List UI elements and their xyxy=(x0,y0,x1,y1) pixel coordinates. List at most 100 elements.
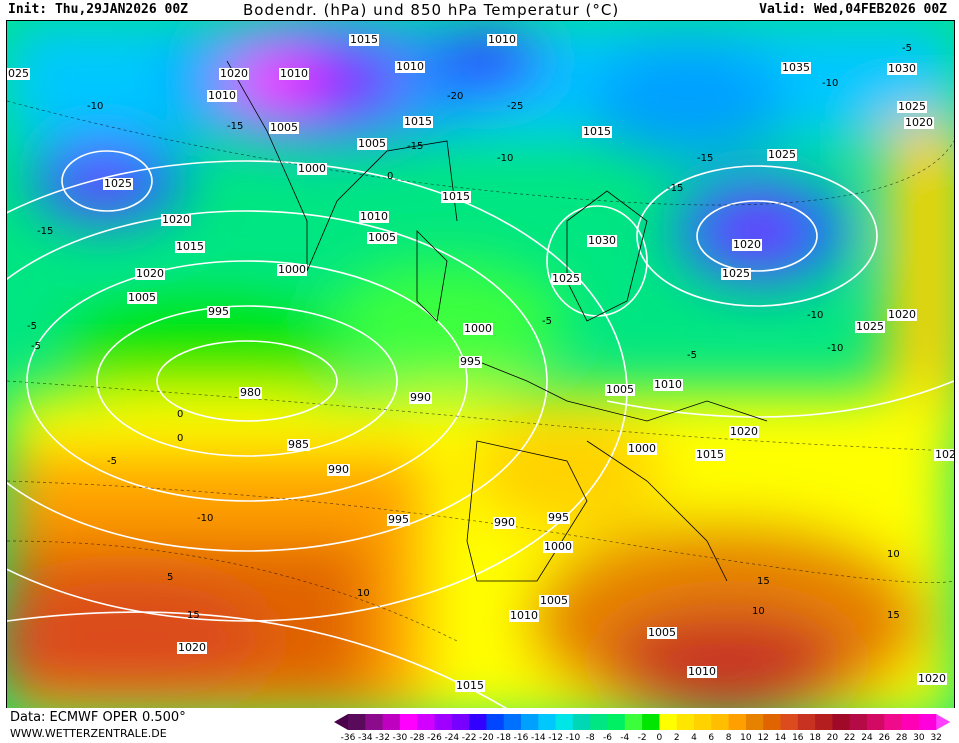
legend-tick-label: -30 xyxy=(392,733,408,743)
temperature-label: 0 xyxy=(177,433,184,444)
legend-swatch xyxy=(676,714,695,730)
legend-swatch xyxy=(832,714,851,730)
legend-tick-label: 24 xyxy=(861,733,873,743)
init-time: Init: Thu,29JAN2026 00Z xyxy=(8,2,189,17)
isobar-label: 1025 xyxy=(551,272,581,285)
legend-swatch xyxy=(555,714,574,730)
isobar-label: 1020 xyxy=(732,238,762,251)
legend-tick-label: 12 xyxy=(757,733,769,743)
temperature-label: 0 xyxy=(177,409,184,420)
legend-swatch xyxy=(382,714,401,730)
legend-tick-label: -2 xyxy=(637,733,647,743)
legend-swatch xyxy=(728,714,747,730)
isobar-label: 995 xyxy=(547,511,570,524)
temperature-field xyxy=(7,21,954,709)
legend-tick-label: -22 xyxy=(461,733,477,743)
temperature-label: -15 xyxy=(697,153,714,164)
isobar-label: 1000 xyxy=(297,162,327,175)
legend-swatch xyxy=(417,714,435,730)
isobar-label: 995 xyxy=(459,355,482,368)
legend-tick-label: 8 xyxy=(725,733,732,743)
isobar-label: 1030 xyxy=(587,234,617,247)
isobar-label: 1005 xyxy=(127,291,157,304)
temperature-label: -10 xyxy=(497,153,514,164)
legend-swatch xyxy=(849,714,868,730)
isobar-label: 1020 xyxy=(135,267,165,280)
legend-tick-label: 20 xyxy=(826,733,839,743)
isobar-label: 102 xyxy=(934,448,955,461)
temperature-isolines xyxy=(7,100,954,642)
isobar-label: 1010 xyxy=(487,33,517,46)
isobar-label: 1015 xyxy=(455,679,485,692)
temperature-label: -20 xyxy=(447,91,464,102)
temperature-label: -15 xyxy=(667,183,684,194)
legend-swatch xyxy=(538,714,557,730)
isobar-label: 985 xyxy=(287,438,310,451)
temperature-label: -10 xyxy=(87,101,104,112)
legend-swatch xyxy=(624,714,643,730)
legend-swatch xyxy=(780,714,799,730)
isobar-label: 995 xyxy=(387,513,410,526)
isobar-label: 1005 xyxy=(367,231,397,244)
legend-swatch xyxy=(365,714,384,730)
temperature-label: -5 xyxy=(107,456,117,467)
legend-high-arrow xyxy=(936,714,951,730)
isobar-label: 1035 xyxy=(781,61,811,74)
legend-swatch xyxy=(694,714,712,730)
legend-swatch xyxy=(918,714,937,730)
legend-tick-label: 10 xyxy=(740,733,752,743)
isobar-label: 1000 xyxy=(277,263,307,276)
legend-tick-label: 2 xyxy=(673,733,680,743)
isobar-label: 1020 xyxy=(161,213,191,226)
legend-swatch xyxy=(642,714,660,730)
isobar-label: 1010 xyxy=(207,89,237,102)
legend-swatch xyxy=(711,714,730,730)
isobar-label: 1025 xyxy=(767,148,797,161)
legend-tick-label: -36 xyxy=(340,733,356,743)
legend-tick-label: -20 xyxy=(479,733,494,743)
legend-tick-label: 6 xyxy=(708,733,715,743)
legend-swatch xyxy=(399,714,418,730)
legend-swatch xyxy=(486,714,505,730)
legend-tick-label: 0 xyxy=(656,733,663,743)
legend-swatch xyxy=(590,714,608,730)
legend-swatch xyxy=(348,714,366,730)
isobar-label: 1010 xyxy=(653,378,683,391)
legend-tick-label: -10 xyxy=(565,733,581,743)
legend-tick-label: -32 xyxy=(375,733,390,743)
isobar-label: 025 xyxy=(7,67,30,80)
isobar-label: 1005 xyxy=(357,137,387,150)
isobar-label: 1015 xyxy=(441,190,471,203)
temperature-label: -25 xyxy=(507,101,524,112)
isobar-label: 1000 xyxy=(463,322,493,335)
legend-swatch xyxy=(659,714,678,730)
legend-tick-label: -12 xyxy=(548,733,563,743)
legend-swatch xyxy=(503,714,522,730)
legend-tick-label: -4 xyxy=(620,733,630,743)
legend-tick-label: 22 xyxy=(843,733,856,743)
temperature-label: -10 xyxy=(807,310,824,321)
legend-tick-label: -18 xyxy=(496,733,512,743)
legend-swatch xyxy=(521,714,539,730)
legend-swatch xyxy=(867,714,885,730)
isobar-label: 995 xyxy=(207,305,230,318)
legend-tick-label: -16 xyxy=(513,733,529,743)
isobar-label: 1010 xyxy=(687,665,717,678)
temperature-label: 5 xyxy=(167,572,174,583)
isobar-label: 1010 xyxy=(509,609,539,622)
legend-tick-label: -34 xyxy=(357,733,373,743)
legend-swatch xyxy=(451,714,470,730)
isobar-label: 1020 xyxy=(219,67,249,80)
isobar-label: 1005 xyxy=(647,626,677,639)
header: Init: Thu,29JAN2026 00Z Bodendr. (hPa) u… xyxy=(0,0,959,20)
legend-tick-label: -24 xyxy=(444,733,460,743)
isobar-label: 1015 xyxy=(175,240,205,253)
isobar-label: 1015 xyxy=(349,33,379,46)
color-legend: -36 -34 -32 -30 -28 -26 -24 -22 -20 -18 -16 -14 -12-… xyxy=(334,712,954,743)
legend-swatch xyxy=(884,714,903,730)
isobar-label: 1020 xyxy=(729,425,759,438)
isobar-label: 1025 xyxy=(103,177,133,190)
isobar-label: 990 xyxy=(409,391,432,404)
legend-tick-label: -14 xyxy=(530,733,546,743)
isobar-label: 1010 xyxy=(279,67,309,80)
